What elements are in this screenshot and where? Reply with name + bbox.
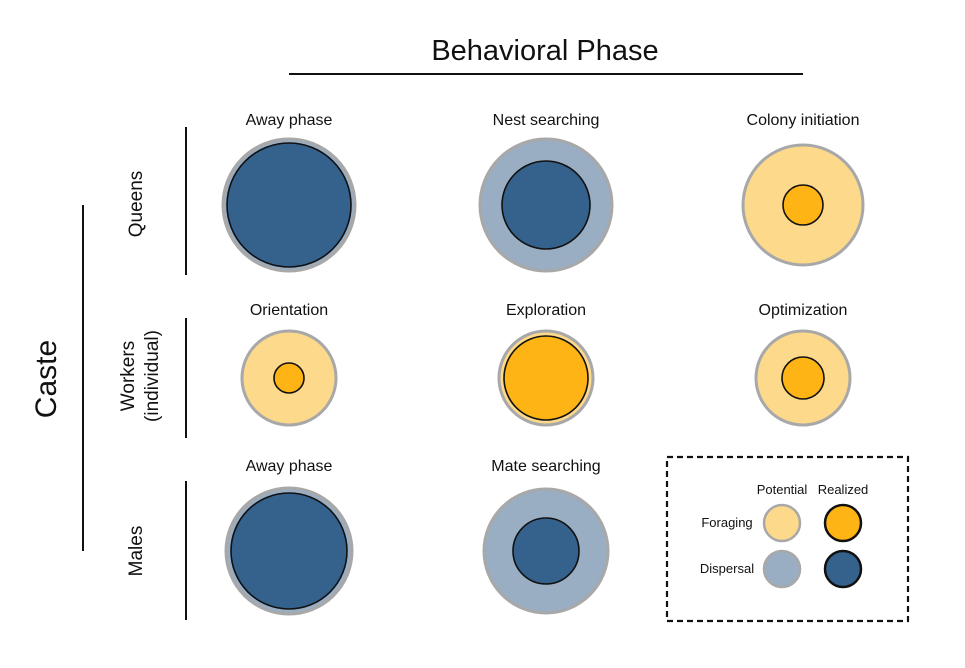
cell-workers-exploration: Exploration xyxy=(497,302,595,427)
caste-label-queens: Queens xyxy=(126,171,147,238)
cell-males-mate-searching: Mate searching xyxy=(482,458,610,615)
realized-circle xyxy=(501,160,591,250)
caste-label-workers: Workers (individual) xyxy=(118,330,163,422)
axis-title: Caste xyxy=(30,340,63,418)
caste-label-workers-line1: Workers xyxy=(118,341,139,411)
cell-workers-optimization: Optimization xyxy=(754,302,852,427)
phase-label: Away phase xyxy=(246,112,333,129)
legend-row-dispersal: Dispersal xyxy=(700,561,754,576)
realized-circle xyxy=(781,356,825,400)
phase-label: Nest searching xyxy=(493,112,600,129)
cell-queens-away-phase: Away phase xyxy=(221,112,357,273)
legend-swatch-dispersal-potential xyxy=(762,549,802,589)
phase-label: Away phase xyxy=(246,458,333,475)
caste-label-workers-line2: (individual) xyxy=(142,330,163,422)
realized-circle xyxy=(782,184,824,226)
legend-swatch-dispersal-realized xyxy=(823,549,863,589)
cell-males-away-phase: Away phase xyxy=(224,458,354,616)
cell-workers-orientation: Orientation xyxy=(240,302,338,427)
realized-circle xyxy=(503,335,589,421)
legend-swatch-foraging-potential xyxy=(762,503,802,543)
legend-col-potential: Potential xyxy=(757,482,808,497)
legend-frame xyxy=(665,455,910,623)
legend-col-realized: Realized xyxy=(818,482,869,497)
realized-circle xyxy=(230,492,348,610)
cell-queens-colony-initiation: Colony initiation xyxy=(741,112,865,267)
phase-label: Orientation xyxy=(250,302,328,319)
caste-label-males: Males xyxy=(126,526,147,577)
phase-label: Optimization xyxy=(759,302,848,319)
realized-circle xyxy=(273,362,305,394)
realized-circle xyxy=(226,142,352,268)
realized-circle xyxy=(512,517,580,585)
legend-row-foraging: Foraging xyxy=(701,515,752,530)
cell-queens-nest-searching: Nest searching xyxy=(478,112,614,273)
legend-swatch-foraging-realized xyxy=(823,503,863,543)
legend: Potential Realized Foraging Dispersal xyxy=(665,455,910,623)
phase-label: Mate searching xyxy=(491,458,600,475)
phase-label: Colony initiation xyxy=(747,112,860,129)
header-title: Behavioral Phase xyxy=(431,35,658,67)
phase-label: Exploration xyxy=(506,302,586,319)
